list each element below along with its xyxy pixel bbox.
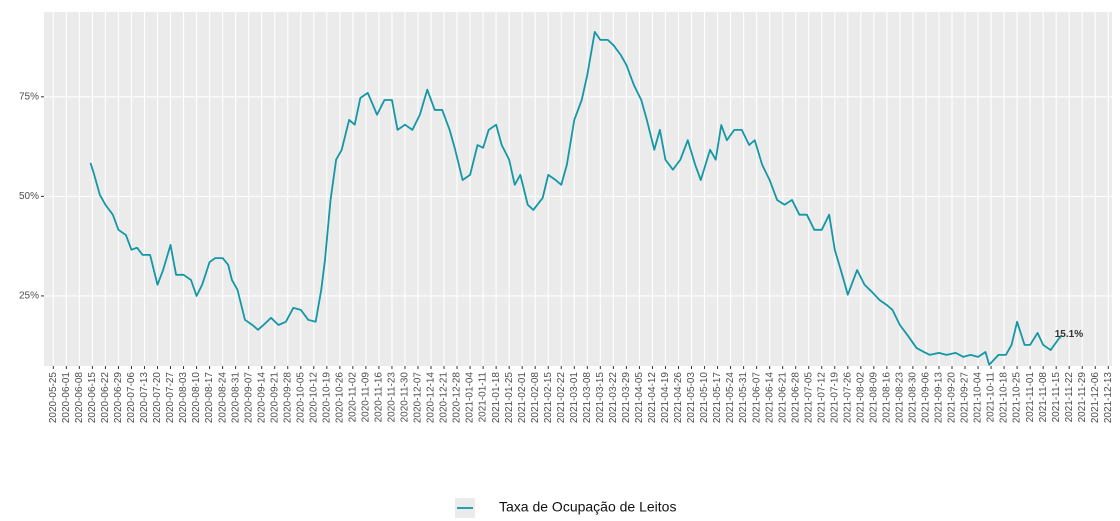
x-tick-label: 2020-10-19 (321, 372, 332, 424)
x-tick-label: 2021-12-13 (1103, 372, 1114, 424)
y-tick-label: 50% (19, 191, 39, 202)
x-tick-label: 2021-01-04 (465, 372, 476, 424)
x-tick-label: 2021-02-22 (556, 372, 567, 424)
x-tick-label: 2020-12-28 (452, 372, 463, 424)
x-tick-label: 2021-01-25 (504, 372, 515, 424)
x-tick-label: 2021-09-20 (947, 372, 958, 424)
x-tick-label: 2020-12-14 (426, 372, 437, 424)
x-tick-label: 2020-08-03 (178, 372, 189, 424)
x-tick-label: 2020-11-02 (348, 372, 359, 423)
x-tick-label: 2021-02-15 (543, 372, 554, 424)
x-tick-label: 2021-05-24 (725, 372, 736, 424)
x-tick-label: 2021-10-18 (999, 372, 1010, 424)
x-tick-label: 2021-10-04 (973, 372, 984, 424)
x-tick-label: 2021-08-02 (855, 372, 866, 424)
x-tick-label: 2020-07-06 (126, 372, 137, 424)
x-tick-label: 2021-12-06 (1090, 372, 1101, 424)
x-tick-label: 2021-10-25 (1012, 372, 1023, 424)
x-tick-label: 2021-04-19 (660, 372, 671, 424)
x-tick-label: 2020-09-21 (269, 372, 280, 424)
y-tick-label: 75% (19, 91, 39, 102)
annotation: 15.1% (1055, 329, 1083, 340)
x-tick-label: 2021-06-07 (751, 372, 762, 424)
x-tick-label: 2021-03-01 (569, 372, 580, 424)
x-tick-label: 2021-11-15 (1051, 372, 1062, 423)
x-tick-label: 2021-08-23 (895, 372, 906, 424)
x-tick-label: 2020-07-27 (165, 372, 176, 424)
x-tick-label: 2021-06-21 (777, 372, 788, 424)
x-tick-label: 2020-07-13 (139, 372, 150, 424)
x-tick-label: 2020-06-22 (100, 372, 111, 424)
x-tick-label: 2021-07-12 (816, 372, 827, 424)
x-tick-label: 2020-09-07 (243, 372, 254, 424)
x-tick-label: 2020-06-08 (74, 372, 85, 424)
x-tick-label: 2020-10-26 (334, 372, 345, 424)
x-tick-label: 2021-09-06 (921, 372, 932, 424)
x-tick-label: 2021-01-11 (478, 372, 489, 423)
x-tick-label: 2021-11-01 (1025, 372, 1036, 423)
x-tick-label: 2020-06-15 (87, 372, 98, 424)
x-tick-label: 2020-08-24 (217, 372, 228, 424)
x-tick-label: 2021-07-26 (842, 372, 853, 424)
y-tick-label: 25% (19, 291, 39, 302)
x-tick-label: 2021-04-05 (634, 372, 645, 424)
x-tick-label: 2021-01-18 (491, 372, 502, 424)
line (89, 31, 1063, 366)
x-tick-label: 2021-03-29 (621, 372, 632, 424)
x-tick-label: 2020-12-21 (439, 372, 450, 424)
x-tick-label: 2020-09-14 (256, 372, 267, 424)
x-tick-label: 2021-09-13 (934, 372, 945, 424)
panel (44, 12, 1112, 366)
x-tick-label: 2021-05-17 (712, 372, 723, 424)
x-tick-label: 2021-04-12 (647, 372, 658, 424)
x-tick-label: 2021-05-10 (699, 372, 710, 424)
x-tick-label: 2021-04-26 (673, 372, 684, 424)
x-tick-label: 2020-07-20 (152, 372, 163, 424)
x-tick-label: 2021-02-08 (530, 372, 541, 424)
x-tick-label: 2020-06-29 (113, 372, 124, 424)
x-tick-label: 2021-06-14 (764, 372, 775, 424)
x-tick-label: 2020-11-16 (374, 372, 385, 423)
x-tick-label: 2020-10-12 (308, 372, 319, 424)
x-tick-label: 2021-02-01 (517, 372, 528, 424)
x-tick-label: 2021-11-29 (1077, 372, 1088, 423)
x-tick-label: 2021-07-19 (829, 372, 840, 424)
x-tick-label: 2020-06-01 (61, 372, 72, 424)
x-tick-label: 2021-03-22 (608, 372, 619, 424)
legend-label: Taxa de Ocupação de Leitos (499, 499, 676, 515)
x-tick-label: 2021-03-08 (582, 372, 593, 424)
x-tick-label: 2021-05-31 (738, 372, 749, 424)
x-tick-label: 2020-05-25 (48, 372, 59, 424)
x-tick-label: 2020-08-17 (204, 372, 215, 424)
x-tick-label: 2021-07-05 (803, 372, 814, 424)
legend: Taxa de Ocupação de Leitos (455, 498, 676, 518)
x-tick-label: 2021-03-15 (595, 372, 606, 424)
x-tick-label: 2021-11-08 (1038, 372, 1049, 423)
x-tick-label: 2021-08-16 (882, 372, 893, 424)
x-tick-label: 2021-11-22 (1064, 372, 1075, 423)
x-tick-label: 2021-10-11 (986, 372, 997, 423)
x-tick-label: 2020-08-10 (191, 372, 202, 424)
x-tick-label: 2020-11-30 (400, 372, 411, 423)
x-tick-label: 2020-08-31 (230, 372, 241, 424)
x-tick-label: 2021-06-28 (790, 372, 801, 424)
x-tick-label: 2020-10-05 (295, 372, 306, 424)
x-tick-label: 2020-11-09 (361, 372, 372, 423)
x-tick-label: 2020-11-23 (387, 372, 398, 423)
x-tick-label: 2021-09-27 (960, 372, 971, 424)
x-tick-label: 2021-08-30 (908, 372, 919, 424)
x-tick-label: 2020-09-28 (282, 372, 293, 424)
x-tick-label: 2021-08-09 (868, 372, 879, 424)
x-tick-label: 2021-05-03 (686, 372, 697, 424)
x-tick-label: 2020-12-07 (413, 372, 424, 424)
